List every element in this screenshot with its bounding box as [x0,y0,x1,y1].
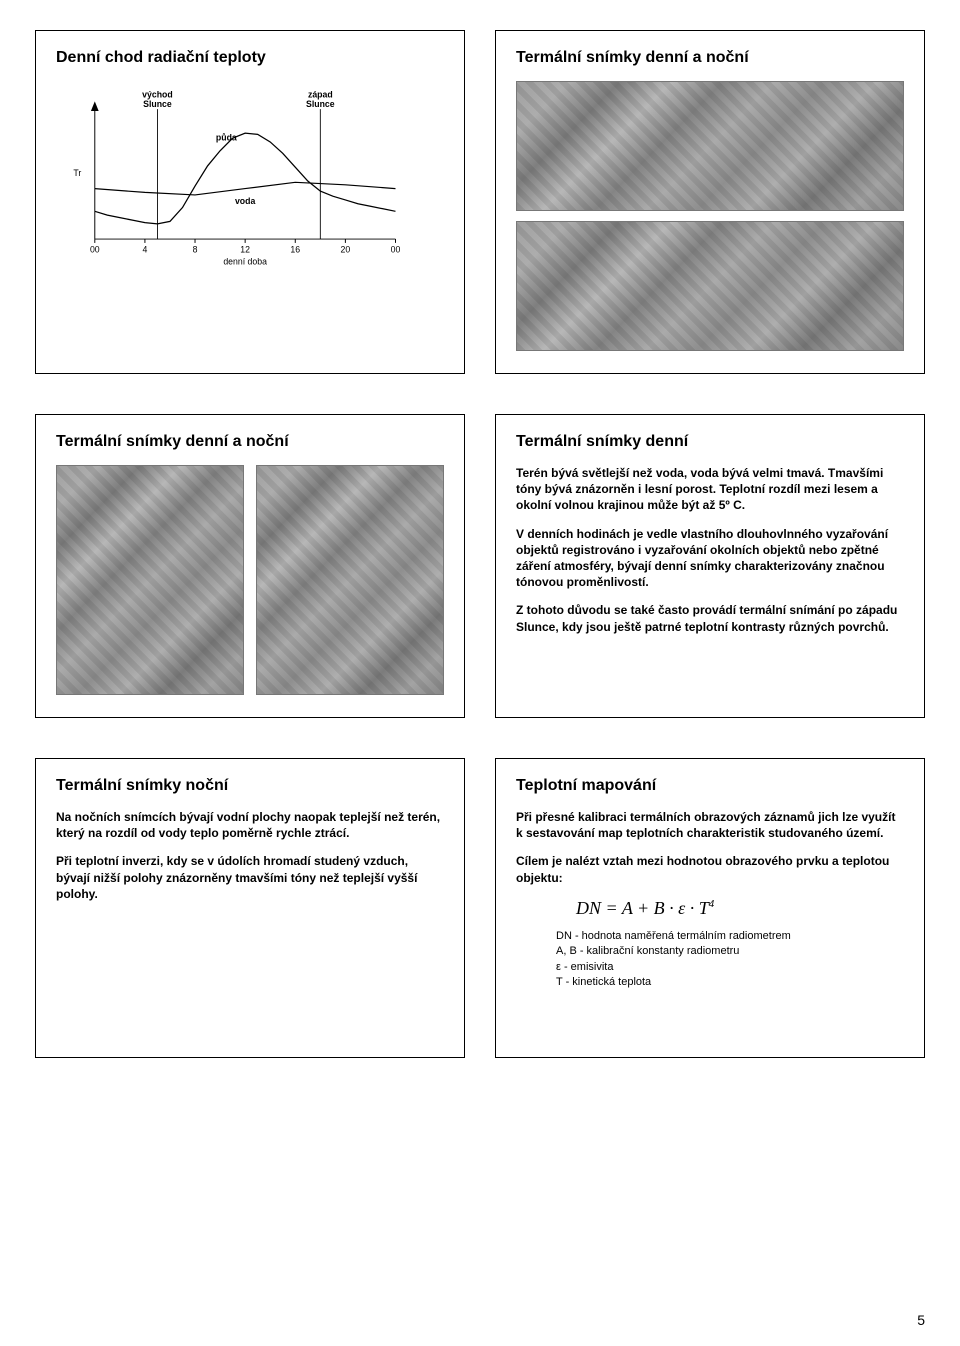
thermal-image-left [56,465,244,695]
thermal-pair [516,81,904,351]
panel-radiation-chart: Denní chod radiační teploty 00 4 8 12 16 20 00… [35,30,465,374]
thermal-image-night [516,221,904,351]
svg-text:16: 16 [290,245,300,255]
panel6-p1: Při přesné kalibraci termálních obrazový… [516,809,904,841]
page-number: 5 [917,1312,925,1328]
panel6-p2: Cílem je nalézt vztah mezi hodnotou obra… [516,853,904,885]
legend-l2: A, B - kalibrační konstanty radiometru [556,944,904,959]
svg-text:4: 4 [142,245,147,255]
svg-text:00: 00 [391,245,401,255]
legend-l4: T - kinetická teplota [556,975,904,990]
svg-text:Slunce: Slunce [306,99,335,109]
panel5-p2: Při teplotní inverzi, kdy se v údolích h… [56,853,444,902]
svg-text:12: 12 [240,245,250,255]
panel-thermal-day-text: Termální snímky denní Terén bývá světlej… [495,414,925,718]
panel4-title: Termální snímky denní [516,433,904,451]
slide-grid: Denní chod radiační teploty 00 4 8 12 16 20 00… [35,30,925,1058]
svg-text:Slunce: Slunce [143,99,172,109]
panel4-p1: Terén bývá světlejší než voda, voda bývá… [516,465,904,514]
thermal-image-day [516,81,904,211]
panel1-title: Denní chod radiační teploty [56,49,444,67]
svg-text:voda: voda [235,196,256,206]
thermal-image-right [256,465,444,695]
panel-temperature-mapping: Teplotní mapování Při přesné kalibraci t… [495,758,925,1058]
svg-text:8: 8 [193,245,198,255]
svg-text:západ: západ [308,89,333,99]
panel4-p2: V denních hodinách je vedle vlastního dl… [516,526,904,591]
panel5-title: Termální snímky noční [56,777,444,795]
svg-text:denní doba: denní doba [223,256,267,266]
svg-text:Tr: Tr [73,168,81,178]
panel4-p3: Z tohoto důvodu se také často provádí te… [516,602,904,634]
chart-svg: 004812162000denní dobaTrvýchodSluncezápa… [56,81,405,271]
svg-text:půda: půda [216,132,237,142]
formula-legend: DN - hodnota naměřená termálním radiomet… [556,929,904,991]
two-thermal-images [56,465,444,695]
panel6-title: Teplotní mapování [516,777,904,795]
panel5-p1: Na nočních snímcích bývají vodní plochy … [56,809,444,841]
legend-l3: ε - emisivita [556,960,904,975]
formula: DN = A + B · ε · T4 [576,898,904,919]
formula-sup: 4 [709,898,715,910]
panel2-title: Termální snímky denní a noční [516,49,904,67]
daily-radiation-chart: 004812162000denní dobaTrvýchodSluncezápa… [56,81,405,271]
svg-text:východ: východ [142,89,173,99]
svg-text:00: 00 [90,245,100,255]
panel3-title: Termální snímky denní a noční [56,433,444,451]
panel-thermal-day-night-side: Termální snímky denní a noční [35,414,465,718]
svg-text:20: 20 [341,245,351,255]
panel-thermal-day-night-images: Termální snímky denní a noční [495,30,925,374]
legend-l1: DN - hodnota naměřená termálním radiomet… [556,929,904,944]
panel-thermal-night-text: Termální snímky noční Na nočních snímcíc… [35,758,465,1058]
formula-body: DN = A + B · ε · T [576,898,709,918]
